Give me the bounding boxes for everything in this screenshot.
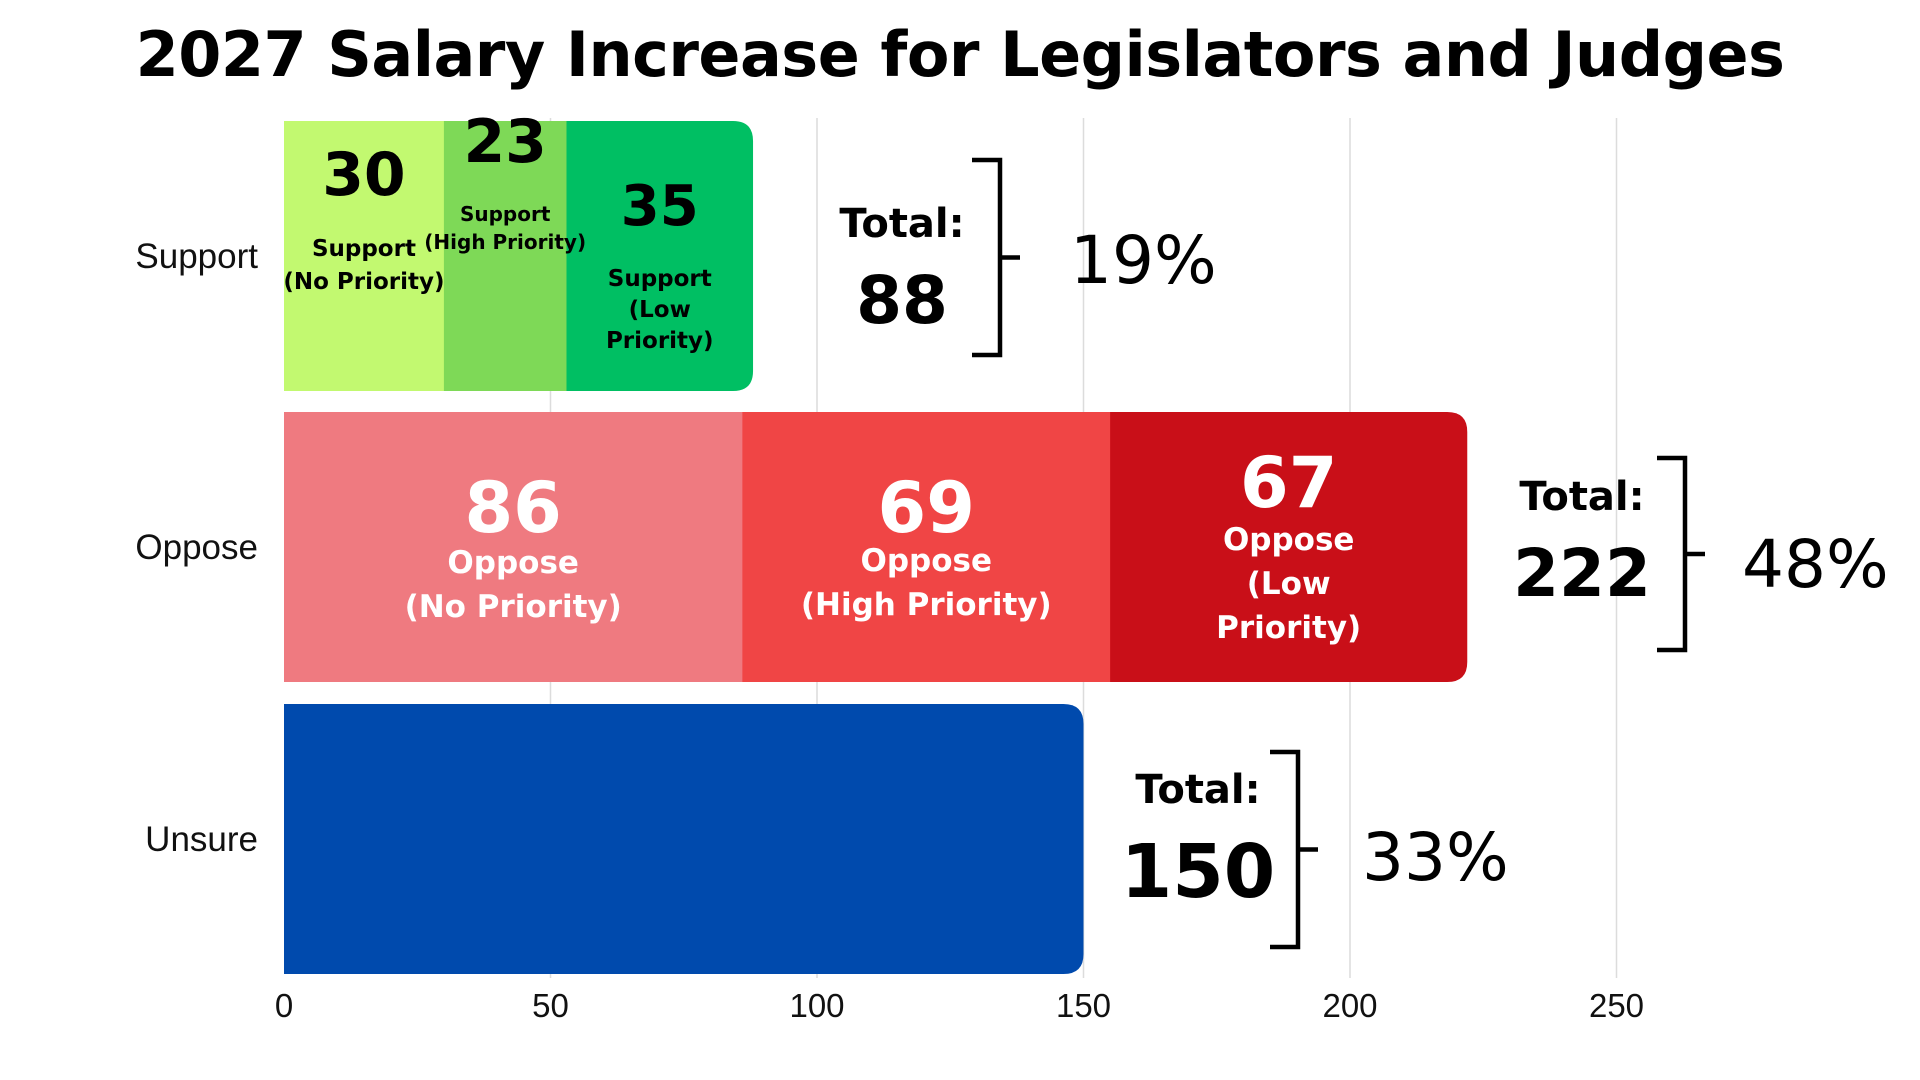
segment-value-label: 86 bbox=[464, 467, 561, 549]
x-axis: 0 50 100 150 200 250 bbox=[275, 987, 1644, 1024]
bar-segment bbox=[284, 704, 1084, 974]
segment-name-label: (High Priority) bbox=[801, 587, 1052, 623]
total-value: 222 bbox=[1513, 535, 1651, 612]
bar-segment bbox=[566, 121, 754, 391]
segment-value-label: 35 bbox=[621, 174, 699, 239]
total-value: 88 bbox=[856, 262, 948, 339]
bar-segment bbox=[443, 121, 567, 391]
bar-segment bbox=[284, 412, 743, 682]
category-label: Oppose bbox=[135, 528, 258, 567]
total-caption: Total: bbox=[1135, 767, 1260, 813]
bars bbox=[284, 121, 1468, 974]
x-tick-label: 150 bbox=[1056, 987, 1111, 1024]
chart-title: 2027 Salary Increase for Legislators and… bbox=[135, 18, 1785, 91]
bar-segment bbox=[742, 412, 1111, 682]
segment-value-label: 69 bbox=[878, 467, 975, 549]
segment-value-label: 30 bbox=[322, 140, 406, 210]
segment-value-label: 67 bbox=[1240, 442, 1337, 524]
y-axis-categories: Support Oppose Unsure bbox=[135, 237, 258, 859]
segment-value-label: 23 bbox=[463, 107, 547, 177]
x-tick-label: 50 bbox=[532, 987, 569, 1024]
segment-name-label: Support bbox=[608, 266, 712, 292]
totals: Total: 88 19% Total: 222 48% Total: 150 33% bbox=[839, 157, 1889, 950]
segment-name-label: Support bbox=[460, 202, 551, 226]
segment-name-label: (Low bbox=[1247, 566, 1331, 602]
segment-labels: 30 Support (No Priority) 23 Support (High Pri… bbox=[283, 107, 1361, 646]
segment-name-label: (No Priority) bbox=[283, 269, 444, 295]
percent-label: 48% bbox=[1742, 526, 1889, 603]
bracket bbox=[1270, 749, 1318, 950]
segment-name-label: (High Priority) bbox=[424, 230, 586, 254]
segment-name-label: Support bbox=[312, 236, 416, 262]
category-label: Unsure bbox=[145, 820, 258, 859]
percent-label: 33% bbox=[1362, 819, 1509, 896]
total-caption: Total: bbox=[1519, 474, 1644, 520]
x-tick-label: 250 bbox=[1589, 987, 1644, 1024]
x-tick-label: 100 bbox=[789, 987, 844, 1024]
x-tick-label: 0 bbox=[275, 987, 293, 1024]
segment-name-label: Priority) bbox=[606, 328, 714, 354]
segment-name-label: Oppose bbox=[447, 545, 579, 581]
bracket bbox=[972, 157, 1020, 358]
total-caption: Total: bbox=[839, 201, 964, 247]
segment-name-label: (Low bbox=[629, 297, 691, 323]
segment-name-label: Oppose bbox=[861, 543, 993, 579]
segment-name-label: Priority) bbox=[1216, 610, 1361, 646]
percent-label: 19% bbox=[1070, 222, 1217, 299]
bar-segment bbox=[1110, 412, 1468, 682]
bracket bbox=[1657, 455, 1705, 653]
segment-name-label: (No Priority) bbox=[405, 589, 622, 625]
total-value: 150 bbox=[1121, 829, 1275, 915]
category-label: Support bbox=[135, 237, 258, 276]
segment-name-label: Oppose bbox=[1223, 522, 1355, 558]
x-tick-label: 200 bbox=[1322, 987, 1377, 1024]
bar-segment bbox=[284, 121, 445, 391]
